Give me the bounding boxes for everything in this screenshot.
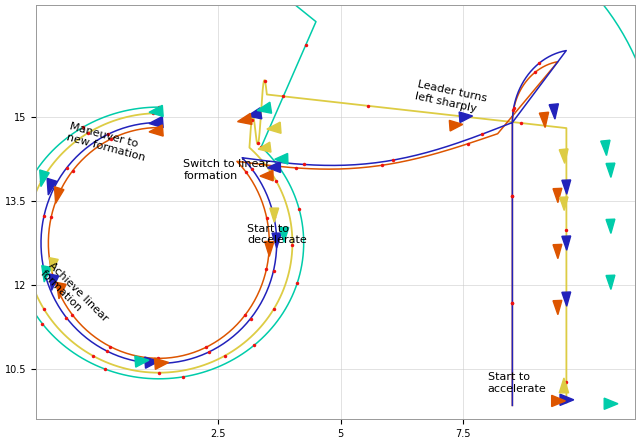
Polygon shape [54, 187, 64, 203]
Text: Switch to linear
formation: Switch to linear formation [184, 159, 270, 181]
Polygon shape [601, 140, 610, 155]
Polygon shape [47, 178, 56, 195]
Polygon shape [268, 162, 280, 172]
Polygon shape [553, 188, 562, 202]
Polygon shape [280, 227, 289, 242]
Polygon shape [606, 219, 615, 234]
Polygon shape [272, 233, 282, 248]
Polygon shape [449, 120, 463, 131]
Polygon shape [606, 275, 615, 289]
Polygon shape [56, 282, 66, 299]
Polygon shape [149, 125, 163, 136]
Polygon shape [265, 242, 274, 256]
Polygon shape [559, 378, 568, 393]
Polygon shape [42, 266, 51, 282]
Polygon shape [258, 142, 271, 152]
Polygon shape [562, 292, 571, 306]
Polygon shape [260, 170, 273, 181]
Polygon shape [149, 105, 163, 116]
Polygon shape [606, 163, 615, 178]
Text: Achieve linear
formation: Achieve linear formation [38, 261, 110, 332]
Polygon shape [149, 116, 163, 128]
Polygon shape [267, 122, 281, 133]
Polygon shape [562, 180, 571, 194]
Polygon shape [237, 113, 252, 124]
Polygon shape [248, 108, 262, 119]
Polygon shape [257, 102, 271, 113]
Polygon shape [560, 394, 574, 405]
Text: Leader turns
left sharply: Leader turns left sharply [414, 79, 488, 115]
Polygon shape [553, 244, 562, 259]
Polygon shape [49, 274, 59, 290]
Polygon shape [459, 112, 472, 123]
Polygon shape [40, 170, 49, 186]
Polygon shape [154, 358, 168, 369]
Polygon shape [562, 236, 571, 250]
Polygon shape [604, 398, 618, 409]
Polygon shape [559, 149, 568, 163]
Polygon shape [270, 208, 278, 222]
Text: Start to
accelerate: Start to accelerate [488, 372, 547, 394]
Polygon shape [553, 301, 562, 315]
Polygon shape [49, 258, 58, 273]
Polygon shape [552, 395, 565, 407]
Polygon shape [559, 197, 568, 210]
Polygon shape [135, 356, 149, 367]
Polygon shape [540, 112, 548, 127]
Polygon shape [145, 357, 159, 368]
Polygon shape [549, 104, 559, 119]
Text: Maneuver to
new formation: Maneuver to new formation [65, 121, 149, 163]
Text: Start to
decelerate: Start to decelerate [247, 224, 307, 246]
Polygon shape [275, 154, 288, 164]
